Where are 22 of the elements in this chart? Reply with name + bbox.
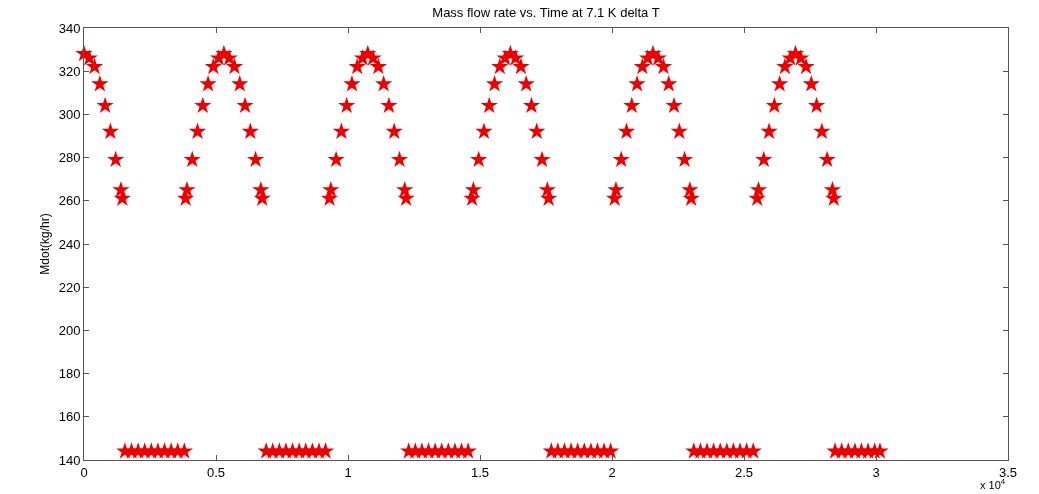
x-tick-label: 0.5: [206, 464, 226, 480]
y-tick-label: 220: [58, 279, 81, 295]
y-tick-label: 280: [58, 150, 81, 166]
x-tick-label: 1.5: [470, 464, 490, 480]
x-tick-label: 0: [80, 464, 88, 480]
y-tick-label: 240: [58, 236, 81, 252]
chart-title: Mass flow rate vs. Time at 7.1 K delta T: [432, 4, 660, 20]
y-tick-label: 340: [58, 20, 81, 36]
y-tick-label: 160: [58, 409, 81, 425]
x-tick-label: 2: [608, 464, 616, 480]
y-axis-title: Mdot(kg/hr): [38, 213, 52, 275]
y-tick-label: 140: [58, 452, 81, 468]
y-tick-label: 260: [58, 193, 81, 209]
x-tick-label: 3: [872, 464, 880, 480]
y-tick-label: 180: [58, 366, 81, 382]
y-tick-label: 200: [58, 322, 81, 338]
x-tick-label: 2.5: [734, 464, 754, 480]
x-tick-label: 3.5: [998, 464, 1018, 480]
y-tick-label: 300: [58, 106, 81, 122]
text: x 10$^{4}$: [980, 477, 1006, 491]
x-tick-label: 1: [344, 464, 352, 480]
y-tick-label: 320: [58, 63, 81, 79]
